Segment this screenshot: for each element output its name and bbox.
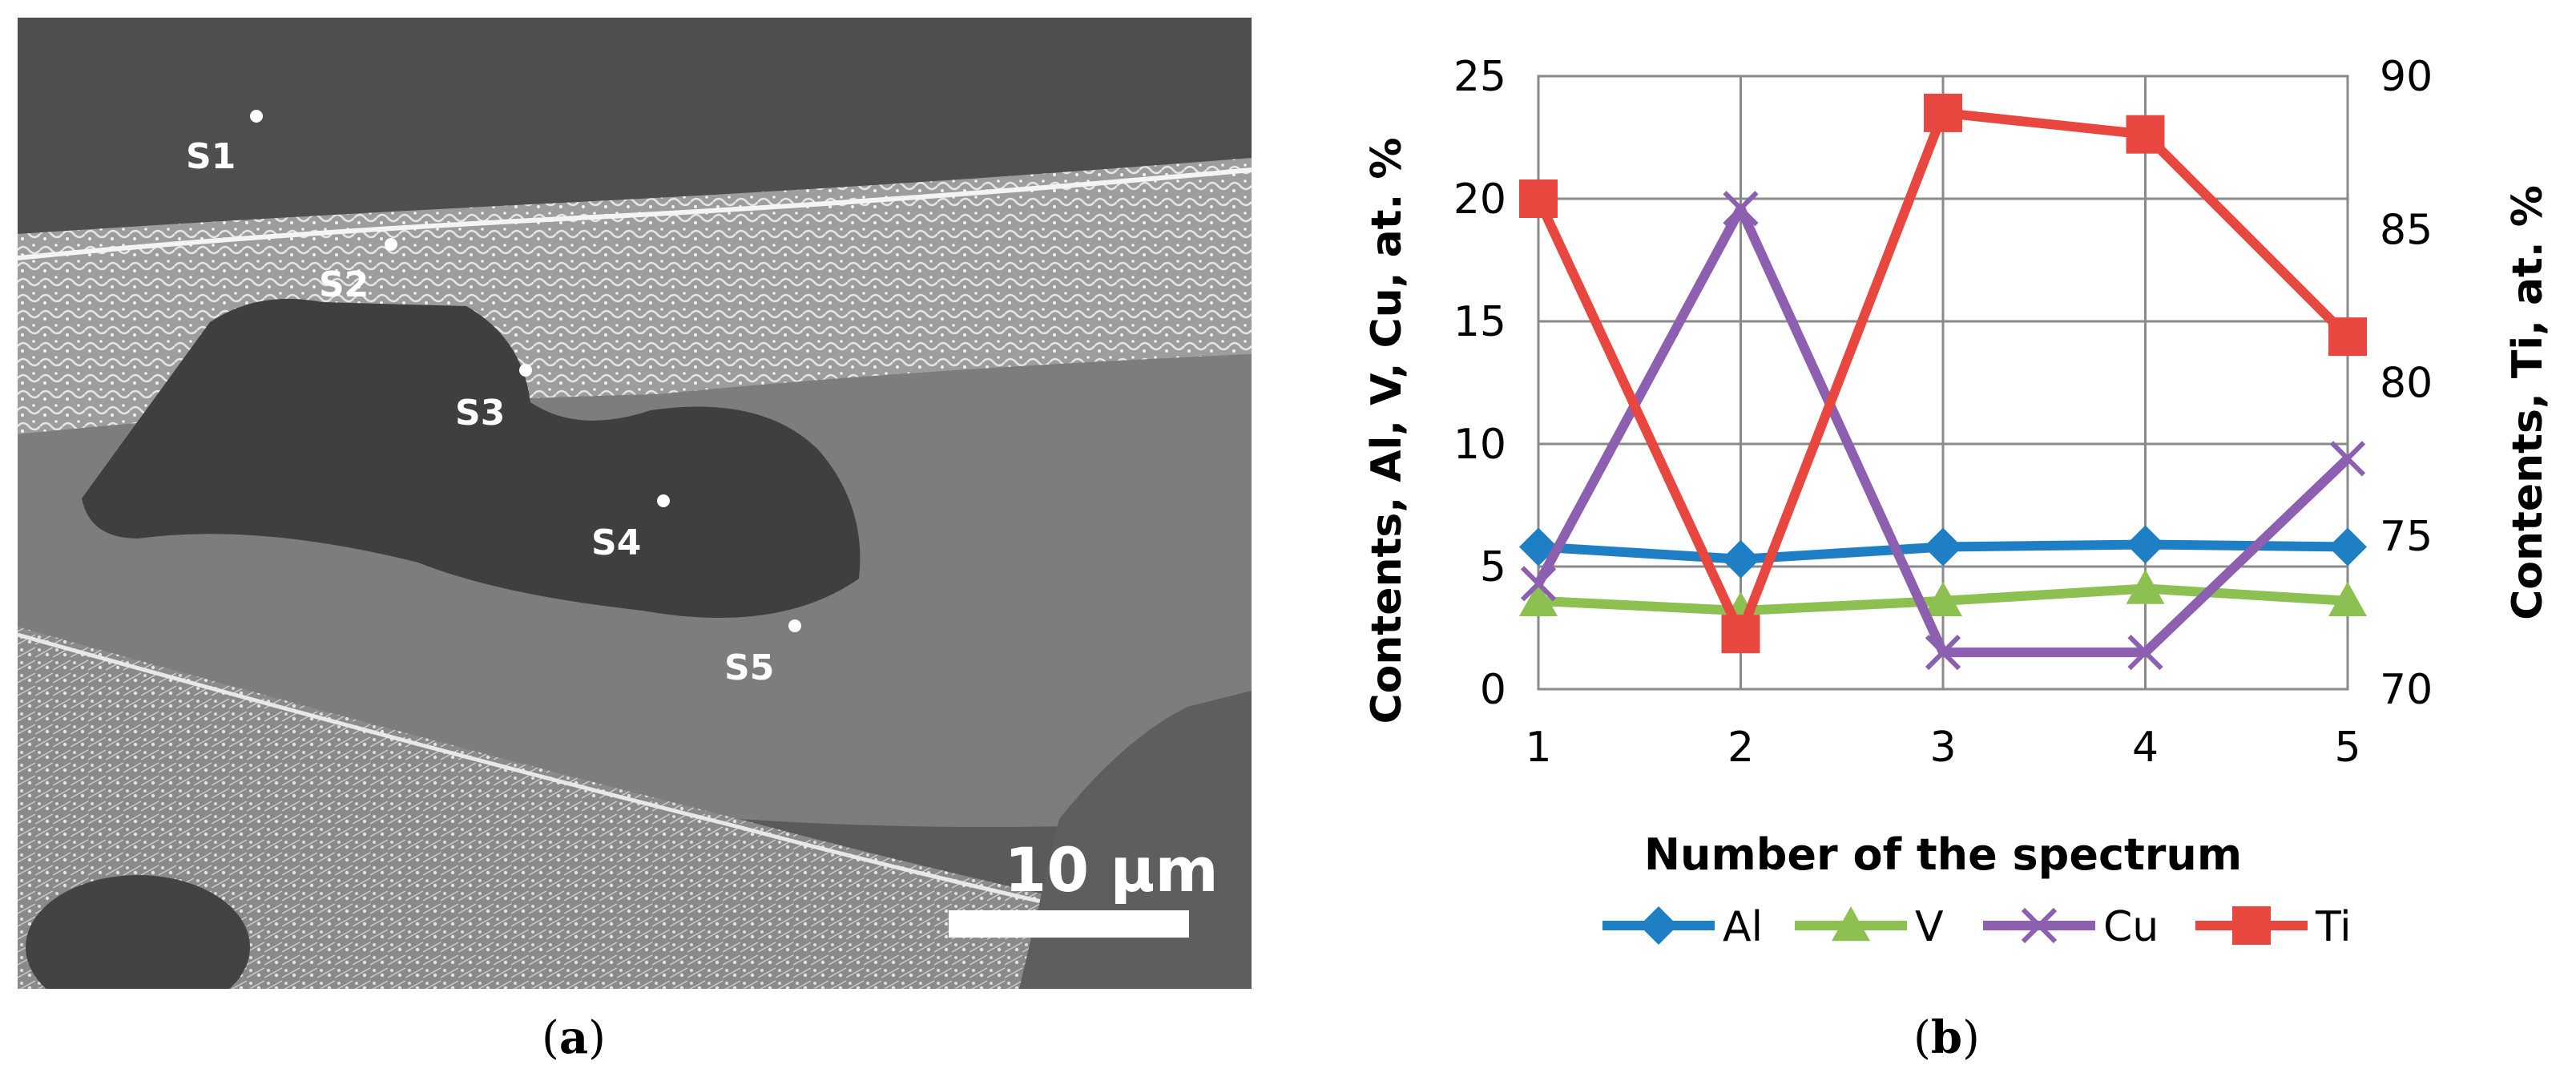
series-cu xyxy=(1520,191,2366,671)
spectrum-point-s5 xyxy=(788,619,801,632)
data-point-v xyxy=(2126,569,2165,604)
spectrum-point-s3 xyxy=(519,364,532,377)
left-tick-label: 20 xyxy=(1453,175,1506,224)
data-point-v xyxy=(2328,581,2367,617)
legend-label-v: V xyxy=(1915,903,1944,951)
legend-item-ti: Ti xyxy=(2195,903,2352,951)
data-point-ti xyxy=(2126,115,2165,154)
x-tick-label: 5 xyxy=(2334,724,2360,772)
lower-dendritic-band xyxy=(18,627,1252,989)
legend: Al V Cu Ti xyxy=(1602,903,2352,951)
data-series xyxy=(1519,93,2367,671)
left-tick-label: 10 xyxy=(1453,421,1506,469)
series-al xyxy=(1519,525,2367,579)
right-tick-label: 85 xyxy=(2380,206,2433,254)
grain-top xyxy=(18,18,1252,234)
left-tick-label: 15 xyxy=(1453,298,1506,346)
sem-micrograph: S1 S2 S3 S4 S5 10 µm xyxy=(18,18,1252,989)
left-tick-label: 25 xyxy=(1453,53,1506,101)
spectrum-composition-chart: 0 5 10 15 20 25 1 2 3 4 5 70 75 80 85 90 Number of the s… xyxy=(1363,53,2552,951)
data-point-al xyxy=(1924,527,1962,567)
data-point-v xyxy=(1924,581,1962,617)
data-point-ti xyxy=(1519,179,1558,218)
data-point-cu xyxy=(1925,634,1961,671)
data-point-v xyxy=(1519,581,1558,617)
spectrum-point-s2 xyxy=(385,238,397,251)
left-tick-label: 5 xyxy=(1480,543,1506,591)
spectrum-label-s3: S3 xyxy=(455,393,505,434)
scale-bar xyxy=(949,910,1189,938)
scale-bar-label: 10 µm xyxy=(1004,834,1218,906)
spectrum-label-s4: S4 xyxy=(591,522,641,563)
legend-label-al: Al xyxy=(1723,903,1763,951)
series-ti xyxy=(1519,93,2367,654)
legend-marker-cu xyxy=(2021,907,2058,944)
spectrum-point-s1 xyxy=(250,110,263,123)
data-point-cu xyxy=(1723,191,1759,227)
x-tick-label: 2 xyxy=(1727,724,1754,772)
legend-item-cu: Cu xyxy=(1983,903,2159,951)
x-tick-label: 4 xyxy=(2132,724,2159,772)
data-point-ti xyxy=(1924,93,1962,132)
legend-marker-v xyxy=(1832,906,1870,942)
right-axis-title: Contents, Ti, at. % xyxy=(2504,185,2552,620)
legend-marker-al xyxy=(1639,906,1678,945)
data-point-ti xyxy=(2328,317,2367,357)
spectrum-label-s1: S1 xyxy=(186,136,236,177)
x-tick-label: 1 xyxy=(1525,724,1551,772)
data-point-cu xyxy=(2127,634,2163,671)
right-tick-label: 80 xyxy=(2380,360,2433,408)
right-tick-label: 90 xyxy=(2380,53,2433,101)
data-point-al xyxy=(1721,539,1760,579)
legend-label-cu: Cu xyxy=(2103,903,2159,951)
legend-item-al: Al xyxy=(1602,903,1763,951)
caption-b: (b) xyxy=(1913,1011,1980,1064)
data-point-cu xyxy=(2329,441,2366,477)
right-tick-label: 75 xyxy=(2380,513,2433,561)
x-axis-title: Number of the spectrum xyxy=(1644,829,2242,880)
data-point-cu xyxy=(1520,566,1557,602)
left-tick-label: 0 xyxy=(1480,666,1506,714)
data-point-al xyxy=(2328,527,2367,567)
legend-label-ti: Ti xyxy=(2315,903,2352,951)
right-tick-label: 70 xyxy=(2380,666,2433,714)
x-tick-label: 3 xyxy=(1929,724,1956,772)
axes: 0 5 10 15 20 25 1 2 3 4 5 70 75 80 85 90 Number of the s… xyxy=(1363,53,2552,880)
data-point-ti xyxy=(1721,615,1760,654)
legend-marker-ti xyxy=(2232,906,2271,945)
legend-item-v: V xyxy=(1795,903,1944,951)
spectrum-point-s4 xyxy=(657,494,670,507)
left-axis-title: Contents, Al, V, Cu, at. % xyxy=(1363,138,1411,724)
spectrum-label-s2: S2 xyxy=(319,264,369,305)
data-point-al xyxy=(2126,525,2165,564)
spectrum-point-markers xyxy=(250,110,801,632)
caption-a: (a) xyxy=(542,1011,607,1064)
spectrum-label-s5: S5 xyxy=(724,647,774,688)
dark-phase xyxy=(82,298,861,618)
